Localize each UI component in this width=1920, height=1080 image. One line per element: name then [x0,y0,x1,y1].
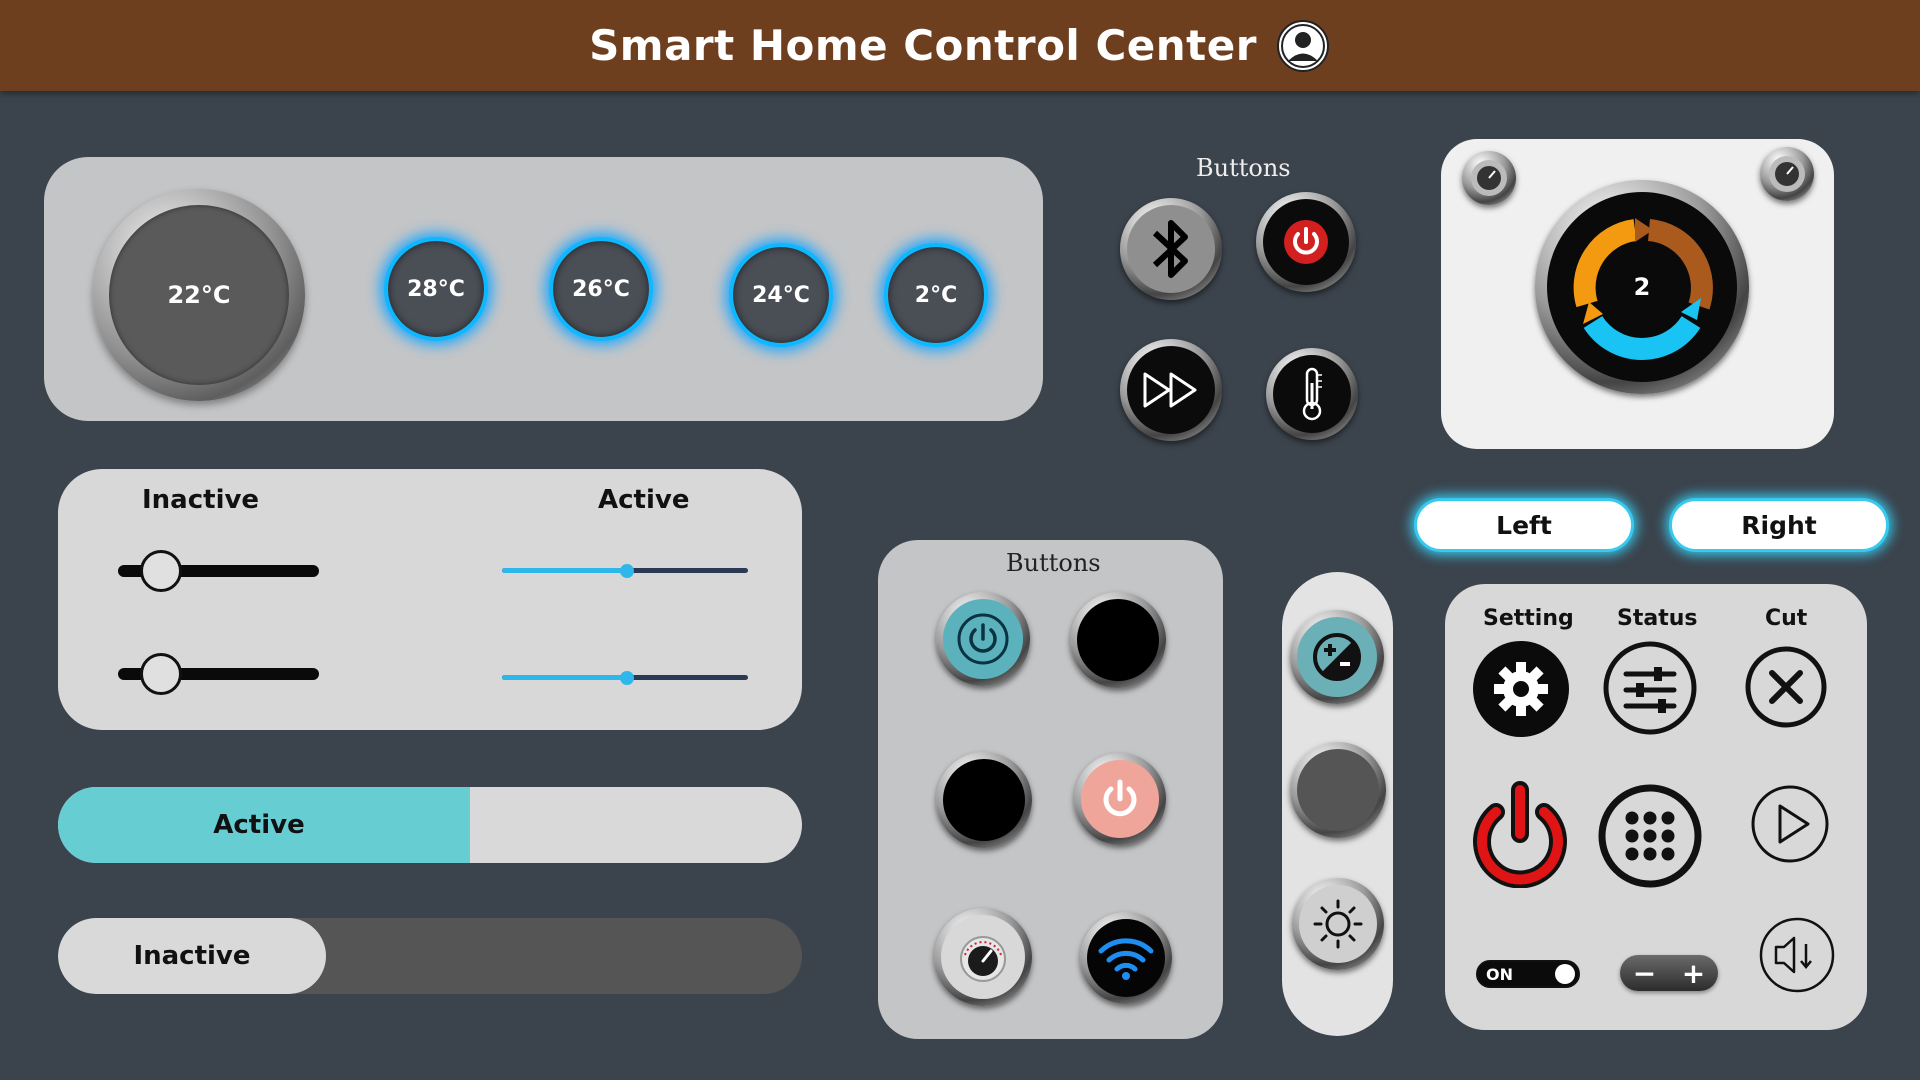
buttons-section-label: Buttons [1006,549,1101,577]
toggle-thumb [1555,964,1575,984]
blank-button[interactable] [1290,742,1386,838]
volume-down-icon[interactable] [1758,916,1836,994]
gauge-icon [1760,147,1814,201]
setting-label: Setting [1483,606,1574,631]
power-icon[interactable] [1466,778,1574,888]
rotary-dial[interactable]: 2 [1535,180,1749,394]
close-icon[interactable] [1744,645,1828,729]
active-progress-label: Active [213,810,305,840]
main-temperature-dial[interactable]: 22°C [93,189,305,401]
active-progress-bar[interactable]: Active [58,787,802,863]
wifi-button[interactable] [1080,912,1172,1004]
gauge-icon [1462,151,1516,205]
fast-forward-icon [1143,372,1197,408]
stepper-minus[interactable]: − [1632,956,1657,990]
temp-preset-button[interactable]: 24°C [729,243,833,347]
bluetooth-button[interactable] [1120,198,1222,300]
status-label: Status [1617,606,1698,631]
exposure-icon [1313,633,1361,681]
temp-preset-button[interactable]: 26°C [549,237,653,341]
sliders-panel [58,469,802,730]
brightness-button[interactable] [1292,878,1384,970]
temp-preset-button[interactable]: 2°C [884,243,988,347]
page-title: Smart Home Control Center [589,21,1257,70]
keypad-icon[interactable] [1596,782,1704,890]
left-button[interactable]: Left [1414,498,1634,552]
thermometer-button[interactable] [1266,348,1358,440]
sliders-icon[interactable] [1602,640,1698,736]
thermometer-icon [1302,367,1322,421]
active-slider-thumb[interactable] [620,671,634,685]
exposure-button[interactable] [1290,610,1384,704]
power-button[interactable] [936,592,1030,686]
power-button[interactable] [1074,753,1166,845]
active-slider-label: Active [598,485,690,515]
header: Smart Home Control Center [0,0,1920,91]
cycle-arrows-icon [1573,218,1713,360]
inactive-progress-label: Inactive [133,941,251,971]
brightness-icon [1313,899,1363,949]
on-toggle[interactable]: ON [1476,960,1580,988]
play-icon[interactable] [1750,784,1830,864]
dial-value: 2 [1633,273,1651,301]
main-temperature-value: 22°C [109,205,289,385]
buttons-section-label: Buttons [1196,154,1291,182]
quantity-stepper[interactable]: − + [1620,955,1718,991]
temp-preset-button[interactable]: 28°C [384,237,488,341]
stepper-plus[interactable]: + [1681,956,1706,990]
cut-label: Cut [1765,606,1808,631]
gear-icon[interactable] [1472,640,1570,738]
bluetooth-icon [1152,220,1188,278]
black-button[interactable] [936,752,1032,848]
user-circle-icon[interactable] [1275,18,1331,74]
inactive-slider-thumb[interactable] [140,550,182,592]
toggle-label: ON [1486,965,1513,984]
right-button[interactable]: Right [1669,498,1889,552]
active-slider-thumb[interactable] [620,564,634,578]
black-button[interactable] [1070,592,1166,688]
inactive-slider-thumb[interactable] [140,653,182,695]
gauge-button[interactable] [934,908,1032,1006]
power-icon [957,613,1009,665]
wifi-icon [1098,938,1154,980]
inactive-slider-label: Inactive [142,485,260,515]
gauge-icon [960,936,1006,982]
fast-forward-button[interactable] [1120,339,1222,441]
power-icon [1103,779,1137,817]
power-button[interactable] [1256,192,1356,292]
inactive-progress-bar[interactable]: Inactive [58,918,802,994]
power-icon [1284,220,1328,264]
